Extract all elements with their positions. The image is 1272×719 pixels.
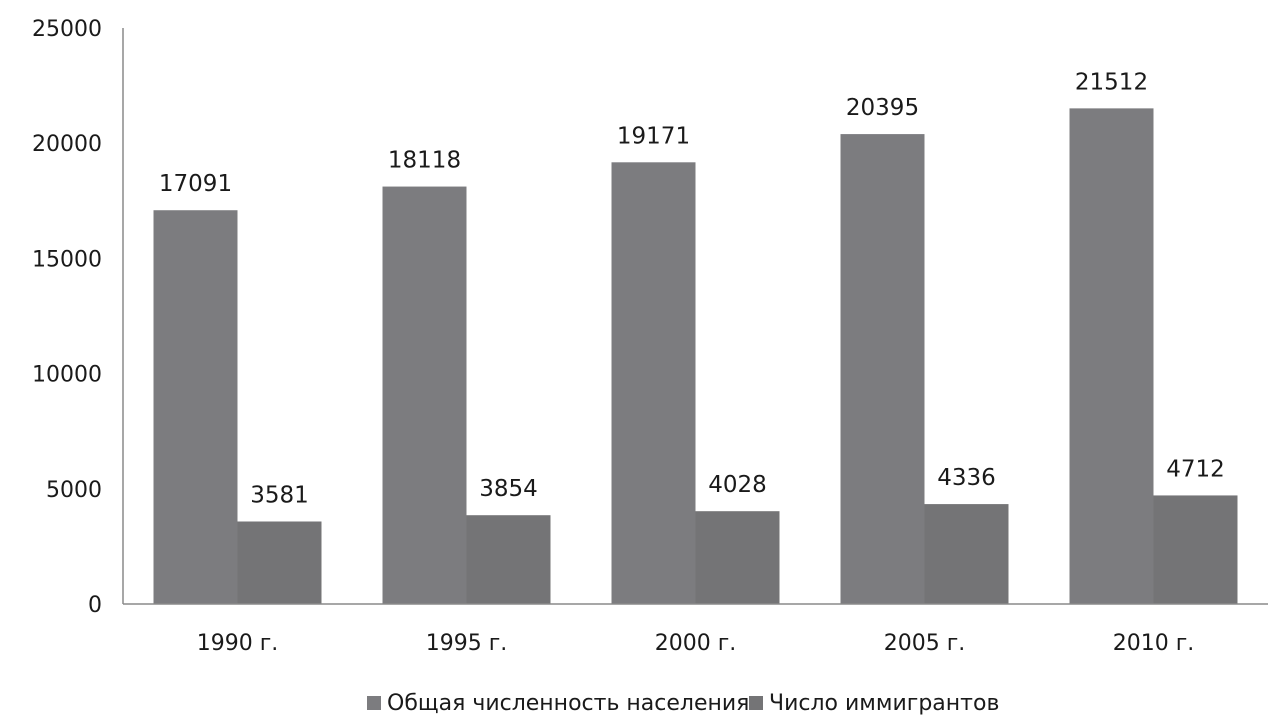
data-label-total-population-0: 17091	[159, 171, 232, 197]
y-tick-label-15000: 15000	[32, 247, 102, 272]
bars	[153, 108, 1238, 605]
data-label-immigrants-1: 3854	[479, 476, 538, 502]
bar-total-population-0	[153, 210, 238, 604]
x-category-label-2: 2000 г.	[655, 631, 737, 656]
data-labels: 17091 3581 18118 3854 19171 4028 20395 4336 2151…	[159, 69, 1225, 508]
bar-immigrants-4	[1153, 495, 1238, 604]
x-category-label-1: 1995 г.	[426, 631, 508, 656]
data-label-immigrants-3: 4336	[937, 465, 996, 491]
data-label-immigrants-2: 4028	[708, 472, 767, 498]
y-tick-label-25000: 25000	[32, 17, 102, 42]
data-label-immigrants-0: 3581	[250, 482, 309, 508]
data-label-total-population-1: 18118	[388, 148, 461, 174]
y-tick-label-10000: 10000	[32, 363, 102, 388]
legend-label-total-population: Общая численность населения	[387, 691, 749, 716]
bar-total-population-2	[611, 162, 696, 604]
data-label-total-population-4: 21512	[1075, 69, 1148, 95]
y-tick-label-5000: 5000	[46, 478, 102, 503]
bar-immigrants-1	[466, 515, 551, 604]
x-category-label-3: 2005 г.	[884, 631, 966, 656]
legend: Общая численность населения Число иммигр…	[367, 691, 999, 716]
y-axis-ticks: 0 5000 10000 15000 20000 25000	[32, 17, 102, 618]
x-category-label-4: 2010 г.	[1113, 631, 1195, 656]
y-tick-label-20000: 20000	[32, 132, 102, 157]
y-tick-label-0: 0	[88, 593, 102, 618]
bar-immigrants-0	[237, 521, 322, 604]
data-label-total-population-2: 19171	[617, 123, 690, 149]
x-category-label-0: 1990 г.	[197, 631, 279, 656]
legend-swatch-total-population	[367, 696, 381, 710]
x-axis-category-labels: 1990 г. 1995 г. 2000 г. 2005 г. 2010 г.	[197, 631, 1195, 656]
bar-total-population-4	[1069, 108, 1154, 604]
data-label-immigrants-4: 4712	[1166, 456, 1225, 482]
data-label-total-population-3: 20395	[846, 95, 919, 121]
bar-total-population-3	[840, 134, 925, 605]
legend-label-immigrants: Число иммигрантов	[769, 691, 999, 716]
bar-immigrants-2	[695, 511, 780, 604]
legend-swatch-immigrants	[749, 696, 763, 710]
bar-total-population-1	[382, 186, 467, 604]
bar-immigrants-3	[924, 504, 1009, 604]
